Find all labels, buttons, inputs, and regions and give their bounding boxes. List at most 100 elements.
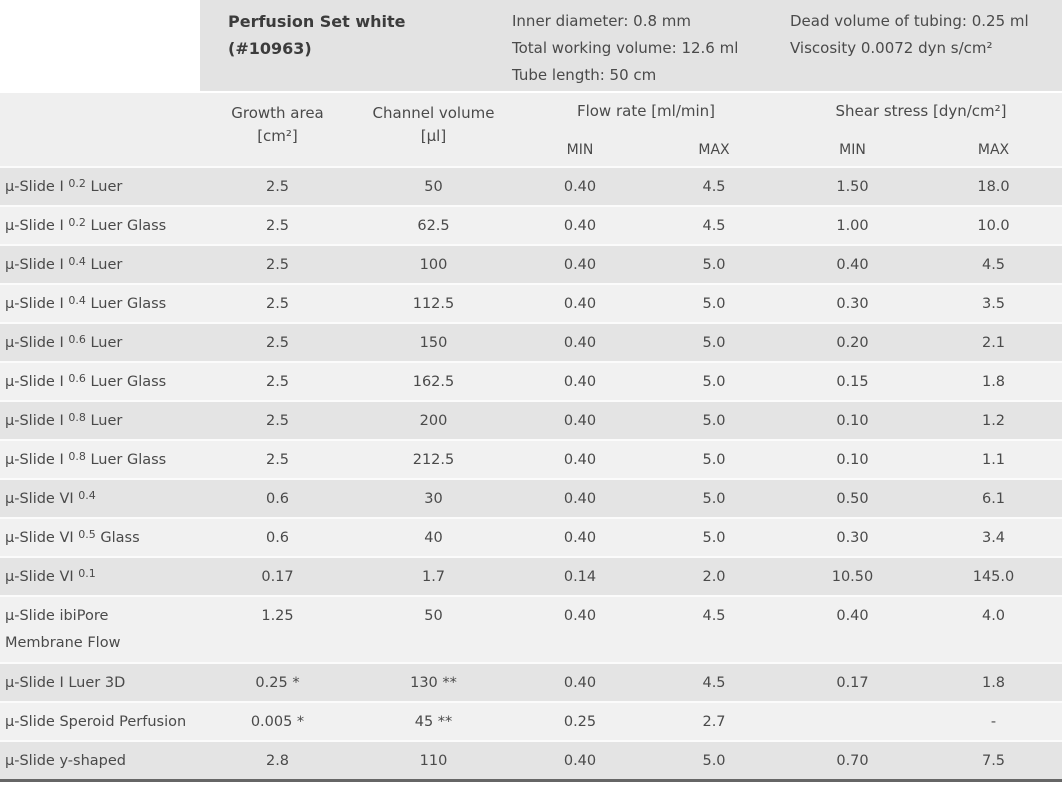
shear-stress-min-cell: 10.50 — [831, 569, 874, 585]
channel-volume-cell: 200 — [419, 413, 448, 429]
table-row: µ-Slide I 0.4 Luer 2.5 100 0.40 5.0 0.40 4.5 — [0, 244, 1062, 283]
shear-stress-max-cell: 4.5 — [981, 257, 1006, 273]
table-body: µ-Slide I 0.2 Luer 2.5 50 0.40 4.5 1.50 18.0 µ-… — [0, 166, 1062, 779]
growth-area-cell: 2.5 — [265, 296, 290, 312]
table-row: µ-Slide y-shaped 2.8 110 0.40 5.0 0.70 7.5 — [0, 740, 1062, 779]
shear-stress-max-cell: 6.1 — [981, 491, 1006, 507]
growth-area-cell: 2.5 — [265, 452, 290, 468]
flow-rate-min-cell: 0.40 — [563, 753, 597, 769]
product-name-cell: µ-Slide I 0.2 Luer Glass — [5, 216, 167, 234]
growth-area-cell: 2.5 — [265, 413, 290, 429]
flow-rate-min-cell: 0.40 — [563, 413, 597, 429]
product-name-cell: µ-Slide I 0.8 Luer — [5, 411, 123, 429]
flow-rate-max-cell: 2.7 — [702, 714, 726, 730]
flow-rate-max-cell: 5.0 — [702, 296, 726, 312]
shear-stress-min-cell: 1.50 — [836, 179, 869, 195]
growth-area-cell: 0.17 — [261, 569, 294, 585]
shear-stress-max-cell: 1.8 — [981, 675, 1006, 691]
header-blank-corner — [0, 0, 200, 91]
product-name-superscript: 0.6 — [68, 333, 86, 346]
growth-area-cell: 0.6 — [265, 491, 290, 507]
flow-rate-min-label: MIN — [566, 142, 594, 158]
product-title: Perfusion Set white (#10963) — [200, 8, 512, 91]
table-row: µ-Slide I 0.8 Luer Glass 2.5 212.5 0.40 5.0 0… — [0, 439, 1062, 478]
product-name-cell: µ-Slide I Luer 3D — [5, 675, 126, 691]
flow-rate-min-cell: 0.40 — [563, 491, 597, 507]
product-name-cell: µ-Slide ibiPore Membrane Flow — [5, 608, 121, 651]
channel-volume-cell: 162.5 — [412, 374, 455, 390]
flow-rate-max-label: MAX — [698, 142, 730, 158]
shear-stress-max-cell: 145.0 — [972, 569, 1015, 585]
flow-rate-min-cell: 0.40 — [563, 452, 597, 468]
table-bottom-border — [0, 779, 1062, 782]
shear-stress-min-cell: 0.20 — [836, 335, 869, 351]
growth-area-cell: 2.5 — [265, 335, 290, 351]
flow-rate-max-cell: 4.5 — [702, 179, 726, 195]
shear-stress-min-cell: 0.17 — [836, 675, 869, 691]
flow-rate-max-cell: 5.0 — [702, 335, 726, 351]
table-row: µ-Slide VI 0.1 0.17 1.7 0.14 2.0 10.50 145.0 — [0, 556, 1062, 595]
table-row: µ-Slide I 0.4 Luer Glass 2.5 112.5 0.40 5.0 0… — [0, 283, 1062, 322]
flow-rate-min-cell: 0.40 — [563, 675, 597, 691]
shear-stress-min-cell — [780, 703, 925, 740]
flow-rate-min-cell: 0.40 — [563, 296, 597, 312]
shear-stress-max-label: MAX — [977, 142, 1010, 158]
product-name-superscript: 0.4 — [78, 489, 96, 502]
shear-stress-min-cell: 0.40 — [836, 257, 869, 273]
product-name-superscript: 0.4 — [68, 255, 86, 268]
product-title-line1: Perfusion Set white — [228, 12, 406, 31]
shear-stress-min-label: MIN — [839, 142, 866, 158]
flow-rate-min-cell: 0.40 — [563, 530, 597, 546]
shear-stress-max-cell: 3.4 — [981, 530, 1006, 546]
channel-volume-cell: 50 — [424, 608, 443, 624]
flow-rate-max-cell: 5.0 — [702, 753, 726, 769]
product-header-block: Perfusion Set white (#10963) Inner diame… — [200, 0, 1062, 91]
product-specs-right: Dead volume of tubing: 0.25 ml Viscosity… — [790, 8, 1062, 91]
flow-rate-min-cell: 0.40 — [563, 257, 597, 273]
product-name-cell: µ-Slide I 0.2 Luer — [5, 177, 123, 195]
flow-rate-min-cell: 0.40 — [563, 179, 597, 195]
spec-viscosity: Viscosity 0.0072 dyn s/cm² — [790, 39, 993, 57]
spec-total-working-volume: Total working volume: 12.6 ml — [512, 39, 739, 57]
growth-area-cell: 0.005 * — [250, 714, 305, 730]
column-header-flow-rate: Flow rate [ml/min] MIN MAX — [512, 93, 780, 166]
flow-rate-max-cell: 5.0 — [702, 452, 726, 468]
product-name-superscript: 0.6 — [68, 372, 86, 385]
channel-volume-cell: 212.5 — [412, 452, 455, 468]
column-header-shear-stress: Shear stress [dyn/cm²] MIN MAX — [780, 93, 1062, 166]
channel-volume-cell: 40 — [424, 530, 443, 546]
growth-area-cell: 2.5 — [265, 374, 290, 390]
shear-stress-min-cell: 0.40 — [836, 608, 869, 624]
shear-stress-max-cell: 2.1 — [981, 335, 1006, 351]
spec-tube-length: Tube length: 50 cm — [512, 66, 657, 84]
table-row: µ-Slide I 0.6 Luer Glass 2.5 162.5 0.40 5.0 0… — [0, 361, 1062, 400]
product-name-cell: µ-Slide VI 0.5 Glass — [5, 528, 140, 546]
shear-stress-max-cell: 1.2 — [981, 413, 1006, 429]
channel-volume-label: Channel volume — [372, 104, 495, 122]
growth-area-cell: 1.25 — [261, 608, 294, 624]
flow-rate-max-cell: 5.0 — [702, 374, 726, 390]
flow-rate-max-cell: 4.5 — [702, 675, 726, 691]
table-row: µ-Slide I 0.2 Luer 2.5 50 0.40 4.5 1.50 18.0 — [0, 166, 1062, 205]
flow-rate-min-cell: 0.40 — [563, 335, 597, 351]
spec-inner-diameter: Inner diameter: 0.8 mm — [512, 12, 692, 30]
growth-area-cell: 2.5 — [265, 218, 290, 234]
column-header-name-spacer — [0, 93, 200, 166]
channel-volume-cell: 112.5 — [412, 296, 455, 312]
channel-volume-cell: 130 ** — [410, 675, 457, 691]
shear-stress-min-cell: 0.50 — [836, 491, 869, 507]
product-name-superscript: 0.5 — [78, 528, 96, 541]
product-name-cell: µ-Slide I 0.6 Luer Glass — [5, 372, 167, 390]
product-name-cell: µ-Slide I 0.6 Luer — [5, 333, 123, 351]
product-name-cell: µ-Slide VI 0.1 — [5, 567, 96, 585]
channel-volume-cell: 45 ** — [414, 714, 453, 730]
flow-rate-max-cell: 4.5 — [702, 218, 726, 234]
flow-rate-min-cell: 0.40 — [563, 374, 597, 390]
product-name-superscript: 0.1 — [78, 567, 96, 580]
shear-stress-max-cell: - — [990, 714, 997, 730]
product-name-cell: µ-Slide VI 0.4 — [5, 489, 96, 507]
flow-rate-max-cell: 5.0 — [702, 257, 726, 273]
table-row: µ-Slide VI 0.4 0.6 30 0.40 5.0 0.50 6.1 — [0, 478, 1062, 517]
channel-volume-cell: 100 — [419, 257, 448, 273]
